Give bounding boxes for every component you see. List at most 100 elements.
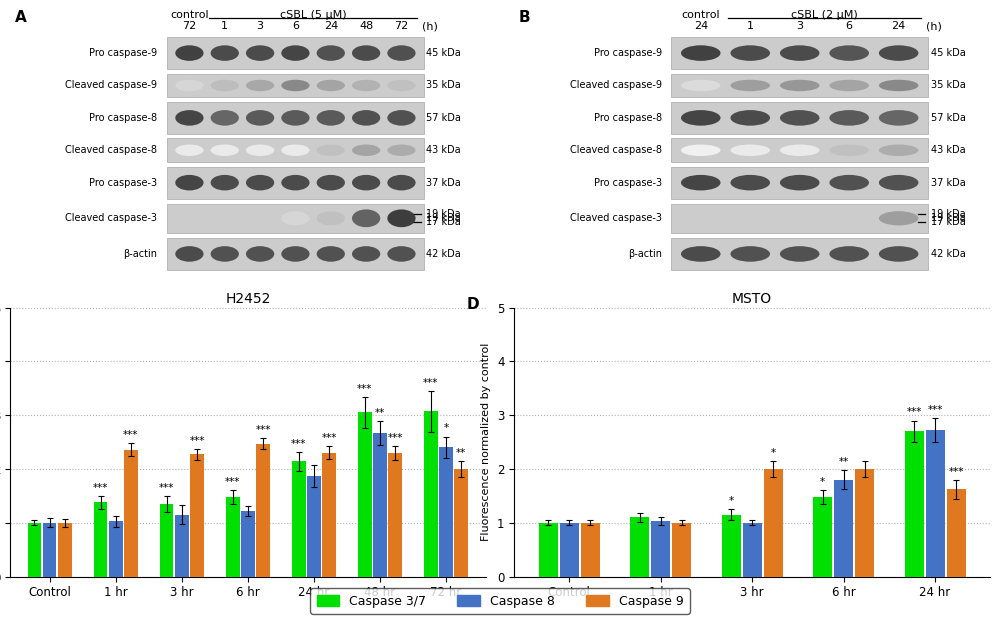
Ellipse shape	[387, 246, 416, 262]
Bar	[226, 497, 240, 577]
Text: **: **	[375, 408, 385, 418]
Text: 6: 6	[846, 21, 853, 32]
Text: 19 kDa: 19 kDa	[426, 210, 461, 219]
Text: 19 kDa: 19 kDa	[931, 210, 965, 219]
Bar	[947, 489, 966, 577]
Text: 24: 24	[892, 21, 906, 32]
Ellipse shape	[829, 80, 869, 91]
Text: control: control	[170, 11, 209, 20]
Ellipse shape	[317, 211, 345, 226]
Text: Pro caspase-9: Pro caspase-9	[594, 48, 662, 58]
Bar	[813, 497, 832, 577]
Text: 35 kDa: 35 kDa	[931, 81, 965, 91]
Text: ***: ***	[255, 425, 271, 435]
Ellipse shape	[387, 80, 416, 91]
Bar	[373, 433, 387, 577]
Bar	[926, 430, 945, 577]
Bar	[167, 204, 424, 233]
Bar	[109, 521, 123, 577]
Bar	[539, 523, 558, 577]
Ellipse shape	[352, 80, 380, 91]
Ellipse shape	[829, 246, 869, 262]
Bar	[722, 515, 741, 577]
Text: *: *	[444, 423, 449, 433]
Text: 72: 72	[182, 21, 197, 32]
Ellipse shape	[879, 246, 918, 262]
Ellipse shape	[780, 45, 819, 61]
Ellipse shape	[352, 45, 380, 61]
Bar	[671, 238, 928, 270]
Text: 48: 48	[359, 21, 373, 32]
Text: Cleaved caspase-9: Cleaved caspase-9	[65, 81, 157, 91]
Legend: Caspase 3/7, Caspase 8, Caspase 9: Caspase 3/7, Caspase 8, Caspase 9	[310, 588, 690, 614]
Text: β-actin: β-actin	[123, 249, 157, 259]
Text: ***: ***	[423, 378, 439, 388]
Y-axis label: Fluorescence normalized by control: Fluorescence normalized by control	[481, 343, 491, 541]
Text: 17 kDa: 17 kDa	[426, 217, 461, 227]
Text: 1: 1	[221, 21, 228, 32]
Ellipse shape	[352, 246, 380, 262]
Text: ***: ***	[927, 405, 943, 415]
Ellipse shape	[829, 175, 869, 190]
Bar	[834, 480, 853, 577]
Ellipse shape	[730, 175, 770, 190]
Bar	[167, 167, 424, 198]
Ellipse shape	[175, 144, 204, 156]
Text: 1: 1	[747, 21, 754, 32]
Ellipse shape	[879, 45, 918, 61]
Ellipse shape	[281, 110, 310, 126]
Ellipse shape	[246, 246, 274, 262]
Ellipse shape	[780, 175, 819, 190]
Bar	[671, 204, 928, 233]
Ellipse shape	[211, 80, 239, 91]
Bar	[175, 515, 189, 577]
Ellipse shape	[211, 45, 239, 61]
Text: 19 kDa: 19 kDa	[426, 213, 461, 223]
Text: control: control	[681, 11, 720, 20]
Bar	[764, 469, 783, 577]
Ellipse shape	[780, 246, 819, 262]
Ellipse shape	[246, 45, 274, 61]
Ellipse shape	[387, 45, 416, 61]
Ellipse shape	[246, 80, 274, 91]
Ellipse shape	[681, 110, 721, 126]
Bar	[560, 523, 579, 577]
Bar	[124, 450, 138, 577]
Text: 3: 3	[257, 21, 264, 32]
Text: ***: ***	[388, 433, 403, 443]
Bar	[358, 412, 372, 577]
Ellipse shape	[317, 175, 345, 190]
Ellipse shape	[352, 210, 380, 227]
Text: ***: ***	[159, 482, 174, 493]
Ellipse shape	[879, 80, 918, 91]
Bar	[94, 502, 107, 577]
Text: ***: ***	[357, 384, 373, 394]
Bar	[28, 523, 41, 577]
Text: 45 kDa: 45 kDa	[931, 48, 965, 58]
Text: 57 kDa: 57 kDa	[426, 113, 461, 123]
Ellipse shape	[211, 175, 239, 190]
Text: 24: 24	[694, 21, 708, 32]
Ellipse shape	[317, 80, 345, 91]
Text: 37 kDa: 37 kDa	[931, 178, 965, 188]
Ellipse shape	[681, 144, 721, 156]
Text: 57 kDa: 57 kDa	[931, 113, 965, 123]
Ellipse shape	[281, 246, 310, 262]
Ellipse shape	[387, 144, 416, 156]
Bar	[424, 412, 438, 577]
Ellipse shape	[317, 110, 345, 126]
Ellipse shape	[281, 144, 310, 156]
Text: 35 kDa: 35 kDa	[426, 81, 461, 91]
Bar	[439, 448, 453, 577]
Bar	[388, 453, 402, 577]
Ellipse shape	[387, 175, 416, 190]
Text: Cleaved caspase-8: Cleaved caspase-8	[570, 145, 662, 155]
Ellipse shape	[352, 144, 380, 156]
Text: 37 kDa: 37 kDa	[426, 178, 461, 188]
Text: 43 kDa: 43 kDa	[931, 145, 965, 155]
Text: Cleaved caspase-8: Cleaved caspase-8	[65, 145, 157, 155]
Text: 45 kDa: 45 kDa	[426, 48, 461, 58]
Text: *: *	[729, 496, 734, 506]
Bar	[256, 444, 270, 577]
Ellipse shape	[317, 45, 345, 61]
